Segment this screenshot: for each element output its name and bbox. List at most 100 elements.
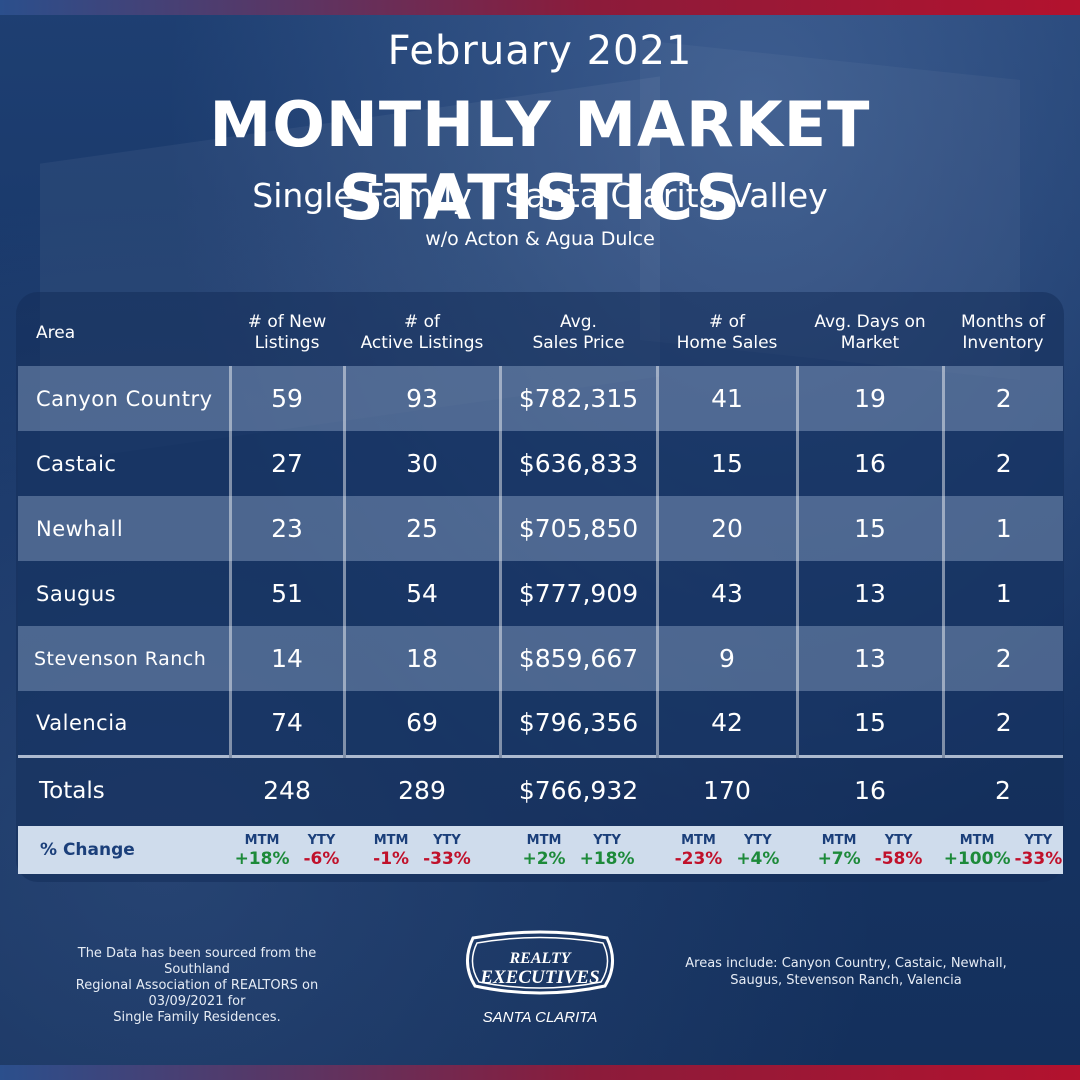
days-on-market-value: 16	[795, 431, 943, 496]
percent-change-row: % Change MTM +18% YTY -6% MTM -1% YTY -33% M…	[18, 826, 1063, 874]
months-of-inventory-value: 2	[941, 691, 1063, 756]
new-listings-value: 27	[228, 431, 344, 496]
change-active-listings: MTM -1% YTY -33%	[344, 832, 500, 868]
column-header-home-sales: # of Home Sales	[676, 312, 778, 353]
table-row: Valencia 74 69 $796,356 42 15 2	[18, 691, 1063, 756]
active-listings-value: 54	[342, 561, 500, 626]
total-home-sales: 170	[703, 776, 751, 805]
yty-value: -33%	[1014, 849, 1063, 869]
change-avg-sales-price: MTM +2% YTY +18%	[500, 832, 657, 868]
new-listings-value: 51	[228, 561, 344, 626]
yty-change: YTY +18%	[580, 832, 635, 868]
days-on-market-value: 19	[795, 366, 943, 431]
total-active-listings: 289	[398, 776, 446, 805]
column-header-new-listings: # of New Listings	[247, 312, 327, 353]
mtm-value: +7%	[817, 849, 861, 869]
mtm-label: MTM	[821, 833, 857, 848]
column-header-area: Area	[36, 322, 76, 343]
mtm-label: MTM	[681, 833, 716, 848]
area-name: Valencia	[18, 691, 230, 756]
avg-sales-price-value: $636,833	[498, 431, 657, 496]
change-days-on-market: MTM +7% YTY -58%	[797, 832, 943, 868]
column-header-active-listings: # of Active Listings	[360, 312, 484, 353]
logo-text: REALTY	[508, 950, 571, 967]
yty-change: YTY +4%	[736, 832, 779, 868]
mtm-change: MTM -1%	[373, 832, 409, 868]
mtm-label: MTM	[373, 833, 409, 848]
area-name: Newhall	[18, 496, 230, 561]
months-of-inventory-value: 2	[941, 626, 1063, 691]
home-sales-value: 20	[655, 496, 797, 561]
active-listings-value: 93	[342, 366, 500, 431]
new-listings-value: 14	[228, 626, 344, 691]
mtm-label: MTM	[244, 833, 280, 848]
avg-sales-price-value: $705,850	[498, 496, 657, 561]
table-row: Saugus 51 54 $777,909 43 13 1	[18, 561, 1063, 626]
days-on-market-value: 13	[795, 626, 943, 691]
mtm-change: MTM +2%	[522, 832, 565, 868]
days-on-market-value: 15	[795, 691, 943, 756]
yty-value: +4%	[736, 849, 780, 869]
totals-row: Totals 248 289 $766,932 170 16 2	[18, 758, 1063, 824]
page-subtitle: Single-Family - Santa Clarita Valley	[252, 176, 828, 215]
active-listings-value: 30	[342, 431, 500, 496]
area-name: Stevenson Ranch	[18, 626, 230, 691]
new-listings-value: 59	[228, 366, 344, 431]
yty-change: YTY -6%	[304, 832, 340, 868]
mtm-label: MTM	[959, 833, 995, 848]
months-of-inventory-value: 2	[941, 366, 1063, 431]
yty-label: YTY	[593, 833, 621, 848]
mtm-value: +18%	[234, 849, 290, 869]
avg-sales-price-value: $859,667	[498, 626, 657, 691]
table-header-row: Area # of New Listings # of Active Listing…	[18, 300, 1063, 366]
mtm-change: MTM +7%	[818, 832, 861, 868]
top-accent-bar	[0, 0, 1080, 15]
totals-divider	[18, 754, 1063, 759]
yty-change: YTY -33%	[1015, 832, 1063, 868]
months-of-inventory-value: 1	[941, 561, 1063, 626]
months-of-inventory-value: 2	[941, 431, 1063, 496]
source-line: The Data has been sourced from the South…	[77, 946, 317, 977]
total-months-of-inventory: 2	[995, 776, 1011, 805]
percent-change-label: % Change	[40, 840, 135, 860]
areas-line: Saugus, Stevenson Ranch, Valencia	[730, 973, 962, 988]
mtm-change: MTM -23%	[675, 832, 723, 868]
column-header-days-on-market: Avg. Days on Market	[814, 312, 926, 353]
mtm-change: MTM +18%	[235, 832, 290, 868]
yty-label: YTY	[307, 833, 336, 848]
change-home-sales: MTM -23% YTY +4%	[657, 832, 797, 868]
active-listings-value: 69	[342, 691, 500, 756]
mtm-change: MTM +100%	[944, 832, 1011, 868]
avg-sales-price-value: $777,909	[498, 561, 657, 626]
table-row: Canyon Country 59 93 $782,315 41 19 2	[18, 366, 1063, 431]
active-listings-value: 25	[342, 496, 500, 561]
yty-label: YTY	[433, 833, 461, 848]
mtm-value: -1%	[373, 849, 410, 869]
yty-value: -58%	[874, 849, 923, 869]
yty-label: YTY	[884, 833, 913, 848]
area-name: Saugus	[18, 561, 230, 626]
table-row: Castaic 27 30 $636,833 15 16 2	[18, 431, 1063, 496]
area-name: Castaic	[18, 431, 230, 496]
new-listings-value: 74	[228, 691, 344, 756]
home-sales-value: 43	[655, 561, 797, 626]
yty-label: YTY	[1024, 833, 1053, 848]
new-listings-value: 23	[228, 496, 344, 561]
bottom-accent-bar	[0, 1065, 1080, 1080]
totals-label: Totals	[39, 777, 105, 804]
mtm-label: MTM	[526, 833, 562, 848]
days-on-market-value: 13	[795, 561, 943, 626]
column-header-months-of-inventory: Months of Inventory	[961, 312, 1045, 353]
area-name: Canyon Country	[18, 366, 230, 431]
total-avg-sales-price: $766,932	[518, 776, 639, 805]
report-month: February 2021	[387, 28, 693, 74]
avg-sales-price-value: $782,315	[498, 366, 657, 431]
page-title: MONTHLY MARKET STATISTICS	[209, 88, 871, 234]
yty-change: YTY -33%	[423, 832, 471, 868]
market-stats-table: Area # of New Listings # of Active Listing…	[18, 300, 1063, 824]
total-days-on-market: 16	[854, 776, 886, 805]
data-source-note: The Data has been sourced from the South…	[52, 946, 342, 1026]
change-new-listings: MTM +18% YTY -6%	[230, 832, 344, 868]
months-of-inventory-value: 1	[941, 496, 1063, 561]
yty-value: -6%	[303, 849, 340, 869]
